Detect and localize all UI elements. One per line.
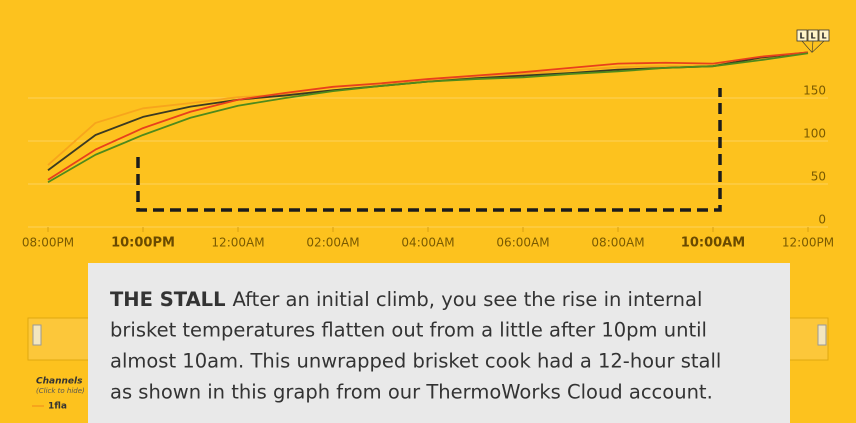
series-line — [47, 52, 809, 184]
navigator-handle — [32, 324, 42, 346]
legend-entry[interactable]: 1fla — [48, 402, 67, 412]
y-tick-label: 50 — [811, 170, 826, 184]
annotation: THE STALL After an initial climb, you see… — [110, 288, 702, 311]
marker-stem — [811, 40, 814, 53]
annotation-line: as shown in this graph from our ThermoWo… — [110, 381, 713, 404]
stall-bracket — [136, 88, 722, 212]
series-line — [47, 51, 809, 181]
annotation-line: brisket temperatures flatten out from a … — [110, 319, 707, 342]
x-tick-label: 12:00PM — [782, 236, 834, 250]
marker-label: L — [810, 32, 815, 41]
y-tick-label: 150 — [803, 84, 826, 98]
marker-stem — [811, 40, 825, 53]
navigator-handle — [817, 324, 827, 346]
annotation-box — [88, 263, 790, 423]
legend-subtitle: (Click to hide) — [36, 387, 85, 395]
x-tick-label: 12:00AM — [211, 236, 264, 250]
x-tick-label: 10:00PM — [111, 236, 175, 251]
legend-title: Channels — [36, 377, 83, 387]
marker-label: L — [799, 32, 804, 41]
y-tick-label: 100 — [803, 127, 826, 141]
x-tick-label: 02:00AM — [306, 236, 359, 250]
annotation-line: almost 10am. This unwrapped brisket cook… — [110, 350, 721, 373]
marker-label: L — [821, 32, 826, 41]
x-tick-label: 08:00AM — [591, 236, 644, 250]
marker-stem — [801, 40, 813, 53]
x-tick-label: 10:00AM — [681, 236, 745, 251]
x-tick-label: 06:00AM — [496, 236, 549, 250]
annotation-line: After an initial climb, you see the rise… — [233, 288, 703, 311]
plot-area: 0 50 100 150 08:00PM 10:00PM 12:00AM 02:00AM 04:… — [22, 29, 834, 251]
y-tick-label: 0 — [818, 213, 826, 227]
x-tick-label: 04:00AM — [401, 236, 454, 250]
annotation-heading: THE STALL — [110, 288, 226, 311]
x-tick-label: 08:00PM — [22, 236, 74, 250]
